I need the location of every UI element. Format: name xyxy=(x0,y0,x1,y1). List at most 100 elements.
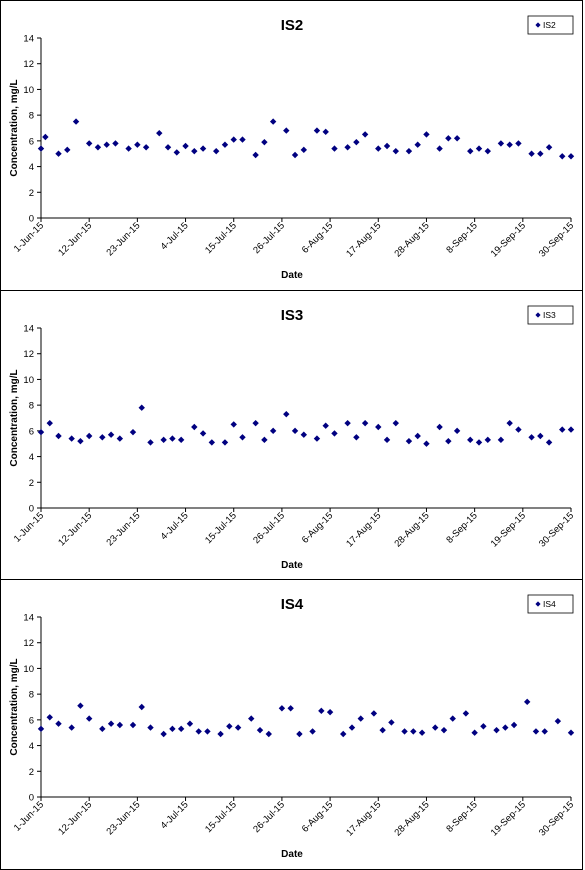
y-tick-label: 8 xyxy=(29,111,34,122)
y-tick-label: 12 xyxy=(23,638,34,649)
data-point xyxy=(423,131,430,138)
x-tick-label: 23-Jun-15 xyxy=(104,510,142,548)
data-point xyxy=(383,142,391,150)
data-point xyxy=(195,728,202,735)
data-point xyxy=(287,705,294,712)
y-tick-label: 10 xyxy=(23,664,34,675)
data-point xyxy=(217,730,224,738)
legend-label: IS4 xyxy=(543,599,556,609)
data-point xyxy=(55,150,62,157)
data-point xyxy=(99,725,106,733)
data-point xyxy=(129,428,137,436)
data-point xyxy=(147,439,154,446)
x-tick-label: 28-Aug-15 xyxy=(392,510,431,549)
y-tick-label: 6 xyxy=(29,136,34,147)
data-point xyxy=(475,439,483,446)
x-tick-label: 17-Aug-15 xyxy=(344,510,383,549)
y-tick-label: 12 xyxy=(23,59,34,70)
x-tick-label: 30-Sep-15 xyxy=(537,510,576,549)
data-point xyxy=(112,140,119,147)
data-point xyxy=(191,423,198,431)
x-tick-label: 28-Aug-15 xyxy=(392,799,431,838)
data-point xyxy=(537,432,544,440)
data-point xyxy=(462,710,470,717)
data-point xyxy=(567,426,575,433)
data-point xyxy=(182,142,189,150)
chart-is3: IS3 0 2 4 6 8 10 12 14 1-Jun-15 12-Jun-15 23-Jun-15… xyxy=(9,305,576,571)
data-point xyxy=(256,726,264,734)
data-point xyxy=(85,715,93,722)
data-point xyxy=(344,419,351,427)
data-point xyxy=(331,145,338,152)
x-axis-title: Date xyxy=(281,560,303,571)
data-point xyxy=(383,436,391,444)
data-point xyxy=(72,118,80,125)
x-tick-label: 8-Sep-15 xyxy=(444,510,479,545)
data-point xyxy=(300,431,308,438)
data-point xyxy=(160,730,167,738)
data-point xyxy=(177,725,185,733)
data-point xyxy=(313,127,321,134)
data-point xyxy=(230,136,237,143)
data-point xyxy=(291,151,299,159)
data-point xyxy=(528,150,535,157)
chart-panel-is2: IS2 0 2 4 6 8 10 12 14 1-Jun-15 12-Jun-15 23-Jun-15… xyxy=(0,0,583,291)
x-tick-label: 1-Jun-15 xyxy=(12,799,46,833)
data-point xyxy=(484,147,491,155)
legend-label: IS2 xyxy=(543,20,556,30)
data-point xyxy=(103,141,110,148)
data-point xyxy=(322,422,329,429)
data-point xyxy=(283,127,290,134)
data-point xyxy=(230,421,237,428)
y-axis-title: Concentration, mg/L xyxy=(9,79,20,176)
y-tick-label: 2 xyxy=(29,188,34,199)
chart-is4: IS4 0 2 4 6 8 10 12 14 1-Jun-15 12-Jun-15 23-Jun-15… xyxy=(9,594,576,860)
data-point xyxy=(239,136,246,143)
y-tick-label: 4 xyxy=(29,452,34,463)
data-point xyxy=(370,710,378,717)
data-point xyxy=(414,141,421,148)
data-point xyxy=(436,423,443,431)
data-point xyxy=(340,730,347,738)
data-point xyxy=(252,419,259,427)
data-point xyxy=(423,440,430,447)
data-point xyxy=(344,144,351,151)
legend: IS2 xyxy=(527,15,574,35)
data-point xyxy=(164,144,172,151)
data-point xyxy=(107,720,115,727)
x-tick-label: 8-Sep-15 xyxy=(444,799,479,834)
data-point xyxy=(177,436,185,444)
data-point xyxy=(291,427,299,435)
data-point xyxy=(248,715,255,722)
data-point xyxy=(309,728,316,735)
data-point xyxy=(515,140,522,147)
data-point xyxy=(42,133,49,141)
x-tick-label: 1-Jun-15 xyxy=(12,220,46,254)
data-point xyxy=(156,129,163,137)
data-point xyxy=(37,145,45,152)
legend: IS4 xyxy=(527,594,574,614)
data-point xyxy=(326,708,334,716)
y-axis-title: Concentration, mg/L xyxy=(9,658,20,755)
chart-panel-is4: IS4 0 2 4 6 8 10 12 14 1-Jun-15 12-Jun-15 23-Jun-15… xyxy=(0,579,583,870)
x-tick-label: 15-Jul-15 xyxy=(203,220,239,256)
x-tick-label: 30-Sep-15 xyxy=(537,799,576,838)
data-point xyxy=(147,724,154,731)
y-tick-label: 0 xyxy=(29,793,34,804)
chart-title: IS4 xyxy=(281,596,304,613)
data-point xyxy=(269,118,277,125)
data-point xyxy=(208,439,216,446)
data-point xyxy=(129,721,137,729)
data-point xyxy=(234,724,242,731)
data-point xyxy=(46,419,53,427)
data-point xyxy=(506,419,513,427)
data-point xyxy=(523,698,531,706)
data-point xyxy=(265,730,272,738)
data-point xyxy=(169,725,176,733)
data-point xyxy=(142,144,150,151)
data-point xyxy=(239,434,246,441)
data-point xyxy=(445,437,452,445)
y-tick-label: 0 xyxy=(29,504,34,515)
data-point xyxy=(261,436,268,444)
data-point xyxy=(116,435,124,442)
